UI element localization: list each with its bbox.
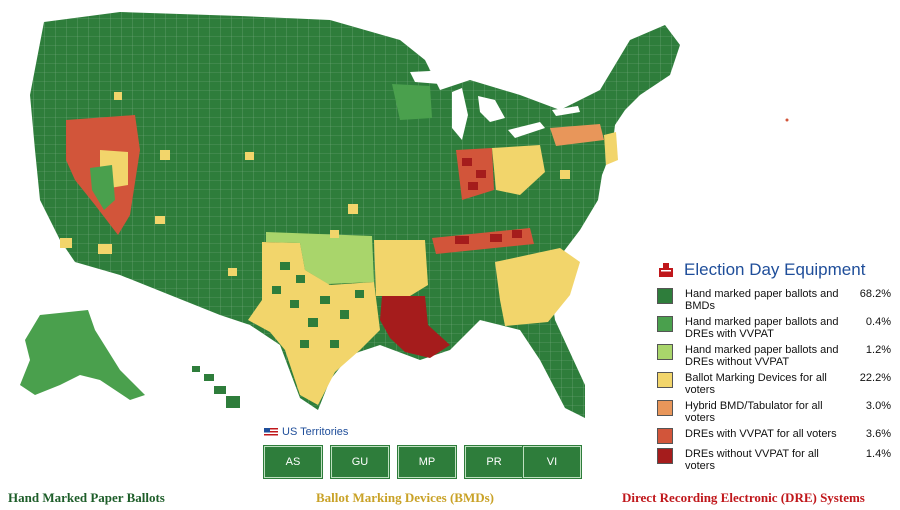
lake-superior: [410, 70, 470, 84]
legend-item: Hand marked paper ballots and DREs witho…: [652, 344, 898, 368]
legend-swatch: [657, 288, 673, 304]
footer-bmd: Ballot Marking Devices (BMDs): [316, 490, 495, 505]
us-flag-icon: [264, 427, 278, 437]
legend-label: Hand marked paper ballots and BMDs: [685, 288, 839, 312]
texas-green-counties: [272, 262, 364, 348]
region-wisconsin-mixed: [392, 84, 432, 120]
legend-swatch: [657, 344, 673, 360]
region-nj-bmd: [604, 132, 618, 165]
legend-item: Ballot Marking Devices for all voters 22.…: [652, 372, 898, 396]
territory-button-mp[interactable]: MP: [398, 446, 456, 478]
legend: Election Day Equipment Hand marked paper…: [652, 258, 898, 476]
footer-dre: Direct Recording Electronic (DRE) System…: [622, 490, 865, 505]
scattered-bmd-counties: [60, 92, 570, 276]
legend-percent: 1.4%: [865, 448, 891, 460]
territory-button-as[interactable]: AS: [264, 446, 322, 478]
region-arkansas-bmd: [374, 240, 428, 296]
ballot-box-icon: [659, 263, 673, 277]
territory-button-gu[interactable]: GU: [331, 446, 389, 478]
legend-percent: 0.4%: [865, 316, 891, 328]
territory-button-pr[interactable]: PR: [465, 446, 523, 478]
region-oklahoma: [266, 232, 374, 284]
legend-label: DREs without VVPAT for all voters: [685, 448, 819, 472]
legend-item: DREs without VVPAT for all voters 1.4%: [652, 448, 898, 472]
legend-label: DREs with VVPAT for all voters: [685, 428, 837, 440]
legend-header: Election Day Equipment: [652, 258, 898, 282]
lake-erie: [508, 122, 545, 138]
legend-percent: 68.2%: [859, 288, 891, 300]
legend-percent: 3.6%: [865, 428, 891, 440]
region-georgia-bmd: [495, 248, 580, 326]
legend-percent: 22.2%: [859, 372, 891, 384]
legend-swatch: [657, 428, 673, 444]
map-marker-dot: [785, 118, 789, 122]
legend-list: Hand marked paper ballots and BMDs 68.2% H…: [652, 288, 898, 472]
indiana-dark-red: [462, 158, 486, 190]
legend-title: Election Day Equipment: [684, 260, 866, 279]
legend-item: Hybrid BMD/Tabulator for all voters 3.0%: [652, 400, 898, 424]
legend-percent: 3.0%: [865, 400, 891, 412]
alaska: [20, 310, 145, 400]
region-nevada-green: [90, 165, 115, 210]
legend-item: DREs with VVPAT for all voters 3.6%: [652, 428, 898, 444]
territories-title: US Territories: [282, 426, 349, 438]
legend-swatch: [657, 316, 673, 332]
legend-percent: 1.2%: [865, 344, 891, 356]
legend-item: Hand marked paper ballots and BMDs 68.2%: [652, 288, 898, 312]
tennessee-dark-red: [455, 230, 522, 244]
lake-huron: [478, 96, 505, 122]
territory-button-vi[interactable]: VI: [523, 446, 581, 478]
lake-ontario: [552, 106, 580, 116]
legend-label: Ballot Marking Devices for all voters: [685, 372, 827, 396]
region-pennsylvania-hybrid: [550, 124, 604, 146]
legend-label: Hybrid BMD/Tabulator for all voters: [685, 400, 823, 424]
footer-hand-marked: Hand Marked Paper Ballots: [8, 490, 165, 505]
region-ohio-bmd: [492, 145, 545, 195]
hawaii: [192, 366, 240, 408]
region-louisiana-dre: [380, 296, 450, 358]
legend-swatch: [657, 400, 673, 416]
region-tennessee-dre: [432, 228, 534, 254]
territories-header: US Territories: [264, 426, 348, 438]
legend-item: Hand marked paper ballots and DREs with …: [652, 316, 898, 340]
legend-swatch: [657, 372, 673, 388]
lake-michigan: [452, 88, 468, 140]
legend-swatch: [657, 448, 673, 464]
legend-label: Hand marked paper ballots and DREs witho…: [685, 344, 839, 368]
legend-label: Hand marked paper ballots and DREs with …: [685, 316, 839, 340]
